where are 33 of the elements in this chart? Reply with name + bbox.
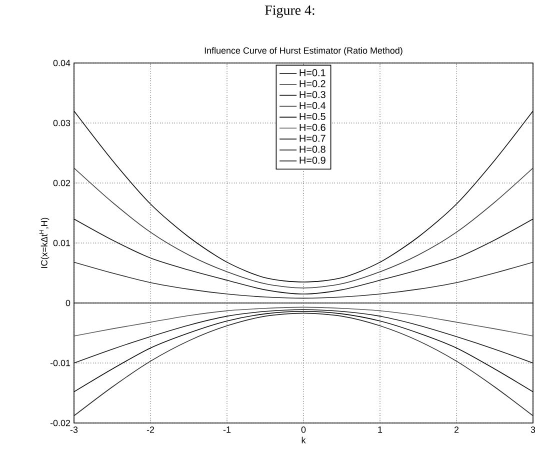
y-tick-label: -0.02 <box>50 420 70 426</box>
line-series <box>74 168 534 288</box>
y-tick-label: 0.02 <box>53 180 70 186</box>
x-tick-label: -3 <box>70 426 78 433</box>
caption: Figure 4: <box>265 6 314 18</box>
y-tick-label: 0.04 <box>53 60 70 66</box>
legend-label: H=0.1 <box>300 69 326 76</box>
x-tick-label: 3 <box>530 426 535 433</box>
chart-title: Influence Curve of Hurst Estimator (Ratio Method) <box>204 47 402 56</box>
legend-label: H=0.5 <box>300 112 326 120</box>
legend-label: H=0.6 <box>300 124 326 131</box>
line-series <box>74 309 534 364</box>
y-tick-label: -0.01 <box>50 360 70 366</box>
y-tick-label: 0.03 <box>53 120 70 126</box>
line-series <box>74 306 534 336</box>
line-series <box>74 262 534 299</box>
y-tick-label: 0.01 <box>53 240 70 246</box>
legend-label: H=0.4 <box>300 102 326 110</box>
legend-label: H=0.2 <box>300 80 326 88</box>
line-series <box>74 218 534 294</box>
y-tick-label: 0 <box>66 300 70 306</box>
x-tick-label: 1 <box>378 426 382 433</box>
x-tick-label: -2 <box>146 426 154 433</box>
legend-label: H=0.7 <box>300 134 326 142</box>
line-series <box>74 312 534 416</box>
legend-label: H=0.9 <box>300 156 326 164</box>
legend-label: H=0.3 <box>300 91 326 98</box>
x-tick-label: -1 <box>223 426 231 433</box>
x-tick-label: 2 <box>454 426 459 433</box>
legend-label: H=0.8 <box>300 146 326 153</box>
x-tick-label: 0 <box>301 426 306 433</box>
x-axis-title: k <box>302 436 306 444</box>
y-axis-title: IC(x=kΔt$^{H}$,H) <box>39 218 50 268</box>
